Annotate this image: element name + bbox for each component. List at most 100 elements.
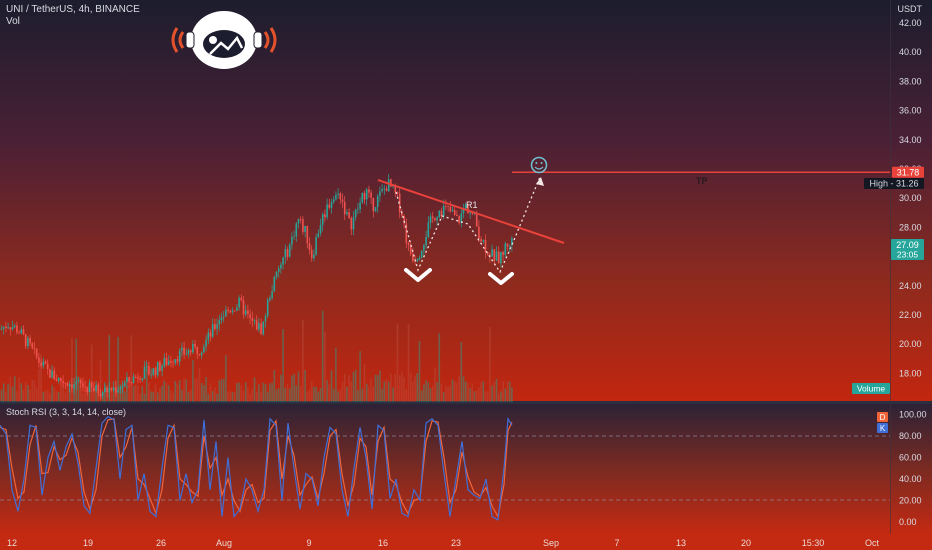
candle-body bbox=[20, 329, 23, 334]
volume-bar bbox=[306, 391, 309, 402]
volume-bar bbox=[339, 389, 342, 402]
volume-bar bbox=[407, 324, 410, 402]
candle-body bbox=[335, 194, 337, 200]
candle-body bbox=[493, 249, 496, 261]
smiley-icon[interactable] bbox=[530, 156, 548, 174]
volume-bar bbox=[51, 385, 53, 402]
candle-body bbox=[436, 217, 438, 221]
volume-bar bbox=[143, 393, 146, 402]
candle-body bbox=[24, 334, 27, 347]
volume-bar bbox=[139, 393, 141, 402]
volume-bar bbox=[416, 373, 419, 402]
volume-bar bbox=[251, 389, 254, 402]
stoch-tick-label: 20.00 bbox=[899, 496, 922, 506]
candle-body bbox=[60, 377, 62, 382]
volume-bar bbox=[126, 385, 128, 402]
candle-body bbox=[442, 205, 445, 217]
volume-bar bbox=[29, 389, 31, 402]
volume-bar bbox=[277, 388, 280, 402]
volume-bar bbox=[66, 383, 69, 402]
candle-body bbox=[152, 368, 155, 375]
candle-body bbox=[18, 332, 20, 334]
candle-body bbox=[343, 202, 346, 215]
volume-bar bbox=[49, 393, 51, 402]
volume-bar bbox=[231, 392, 234, 402]
volume-bar bbox=[167, 385, 170, 402]
volume-bar bbox=[363, 364, 366, 402]
volume-bar bbox=[286, 384, 289, 402]
volume-bar bbox=[110, 391, 113, 402]
volume-bar bbox=[502, 381, 504, 402]
candle-body bbox=[93, 387, 95, 392]
volume-bar bbox=[299, 386, 302, 402]
volume-bar bbox=[222, 379, 225, 402]
volume-bar bbox=[275, 389, 278, 402]
volume-bar bbox=[346, 386, 348, 402]
volume-bar bbox=[104, 384, 106, 402]
candle-body bbox=[381, 189, 383, 192]
candle-body bbox=[460, 213, 463, 223]
time-axis[interactable]: 12 19 26 Aug 9 16 23 Sep 7 13 20 15:30 Oct bbox=[7, 538, 880, 548]
candle-body bbox=[357, 209, 359, 210]
volume-bar bbox=[220, 379, 223, 402]
volume-bar bbox=[368, 386, 370, 402]
volume-bar bbox=[236, 383, 238, 402]
volume-bar bbox=[467, 383, 469, 402]
resistance-trendline[interactable] bbox=[377, 179, 565, 244]
volume-bar bbox=[84, 391, 86, 402]
volume-bar bbox=[137, 385, 139, 402]
volume-bar bbox=[68, 384, 71, 402]
projected-path[interactable] bbox=[395, 176, 541, 274]
candle-body bbox=[244, 310, 247, 315]
volume-bar bbox=[20, 383, 23, 402]
volume-bar bbox=[352, 372, 355, 402]
volume-bar bbox=[357, 390, 359, 402]
candle-body bbox=[185, 353, 188, 355]
volume-bar bbox=[361, 388, 364, 402]
svg-text:Volume: Volume bbox=[857, 384, 886, 394]
candle-body bbox=[165, 357, 168, 365]
candle-body bbox=[453, 209, 456, 215]
volume-bar bbox=[453, 381, 456, 402]
candle-body bbox=[205, 339, 207, 347]
candle-body bbox=[482, 240, 485, 242]
candle-body bbox=[405, 223, 408, 244]
volume-bar bbox=[372, 386, 375, 402]
indicator-axis[interactable]: 100.00 80.00 60.00 40.00 20.00 0.00 bbox=[899, 410, 927, 528]
price-tick-label: 38.00 bbox=[899, 76, 922, 86]
candle-body bbox=[330, 202, 333, 208]
volume-bar bbox=[315, 386, 317, 402]
candle-body bbox=[68, 384, 71, 387]
volume-bar bbox=[284, 387, 287, 402]
candle-body bbox=[209, 332, 212, 337]
candle-body bbox=[220, 317, 223, 321]
volume-bar bbox=[434, 367, 436, 402]
candle-body bbox=[57, 377, 60, 381]
candle-body bbox=[379, 191, 381, 197]
candle-body bbox=[178, 350, 181, 362]
volume-bar bbox=[227, 391, 229, 402]
time-tick-label: 15:30 bbox=[802, 538, 825, 548]
volume-bar bbox=[240, 385, 243, 402]
volume-bar bbox=[194, 378, 196, 402]
volume-bar bbox=[317, 391, 320, 402]
candle-body bbox=[198, 354, 201, 356]
candle-body bbox=[46, 363, 49, 369]
candle-body bbox=[467, 204, 469, 214]
volume-bar bbox=[508, 381, 511, 402]
candle-body bbox=[271, 291, 273, 298]
volume-bar bbox=[475, 390, 478, 402]
candle-body bbox=[143, 366, 146, 379]
volume-bar bbox=[159, 388, 161, 402]
volume-bar bbox=[291, 375, 293, 402]
candle-body bbox=[51, 370, 53, 378]
candle-body bbox=[33, 347, 36, 349]
volume-bar bbox=[150, 391, 152, 402]
volume-bar bbox=[205, 376, 207, 402]
volume-bar bbox=[456, 382, 458, 402]
candle-body bbox=[174, 359, 177, 363]
candle-body bbox=[31, 343, 34, 348]
candle-body bbox=[216, 324, 218, 329]
